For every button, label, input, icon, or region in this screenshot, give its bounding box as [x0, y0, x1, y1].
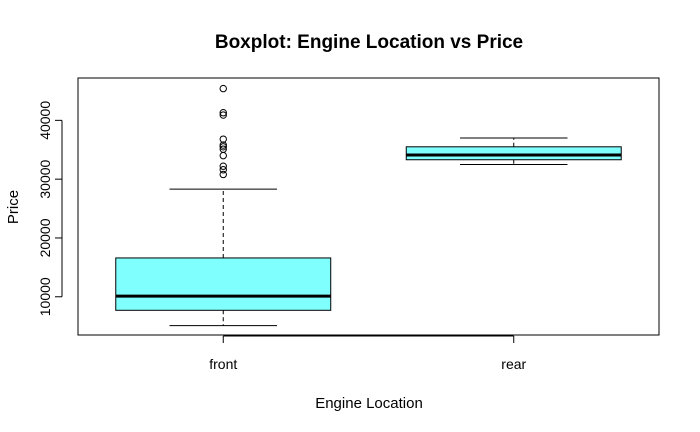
y-tick-label: 20000: [37, 218, 53, 257]
y-tick-label: 10000: [37, 277, 53, 316]
box-rear: [405, 137, 622, 165]
x-tick-label: rear: [501, 356, 526, 372]
outlier-point: [219, 135, 227, 143]
boxes-group: [115, 84, 622, 327]
plot-frame: [77, 77, 660, 336]
iqr-box: [115, 257, 332, 311]
chart-title: Boxplot: Engine Location vs Price: [215, 32, 523, 53]
y-tick-label: 30000: [37, 159, 53, 198]
outlier-point: [219, 162, 227, 170]
x-axis: front rear: [209, 335, 527, 372]
iqr-box: [405, 146, 622, 161]
y-tick-label: 40000: [37, 101, 53, 140]
y-axis: 10000 20000 30000 40000: [37, 101, 63, 316]
y-axis-label: Price: [5, 190, 22, 224]
box-front: [115, 84, 332, 327]
outlier-point: [219, 84, 227, 93]
outlier-point: [219, 151, 227, 160]
outlier-point: [219, 111, 227, 119]
outlier-point: [219, 166, 227, 174]
outlier-point: [219, 141, 227, 149]
outlier-point: [219, 170, 227, 179]
outlier-point: [219, 145, 227, 153]
outlier-point: [219, 108, 227, 117]
x-axis-label: Engine Location: [315, 395, 423, 412]
x-tick-label: front: [209, 356, 237, 372]
